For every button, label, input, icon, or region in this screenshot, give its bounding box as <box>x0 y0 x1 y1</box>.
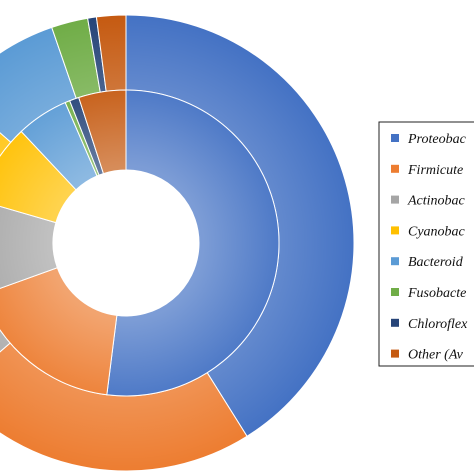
legend-label-1: Proteobac <box>407 132 467 147</box>
legend-label-2: Firmicute <box>407 163 463 178</box>
legend-swatch-5 <box>391 257 399 266</box>
legend-swatch-4 <box>391 226 399 235</box>
legend-swatch-1 <box>391 134 399 142</box>
legend: Proteobac Firmicute Actinobac Cyanobac Bacte… <box>378 121 474 367</box>
legend-swatch-2 <box>391 164 399 173</box>
legend-label-8: Other (Av <box>408 348 464 363</box>
legend-label-4: Cyanobac <box>408 224 466 239</box>
legend-label-3: Actinobac <box>407 194 466 209</box>
legend-label-7: Chloroflex <box>408 317 468 332</box>
legend-swatch-3 <box>391 195 399 204</box>
legend-label-6: Fusobacte <box>407 286 466 301</box>
legend-swatch-6 <box>391 288 399 296</box>
legend-label-5: Bacteroid <box>408 255 464 270</box>
legend-swatch-7 <box>391 318 399 327</box>
legend-swatch-8 <box>391 349 399 358</box>
